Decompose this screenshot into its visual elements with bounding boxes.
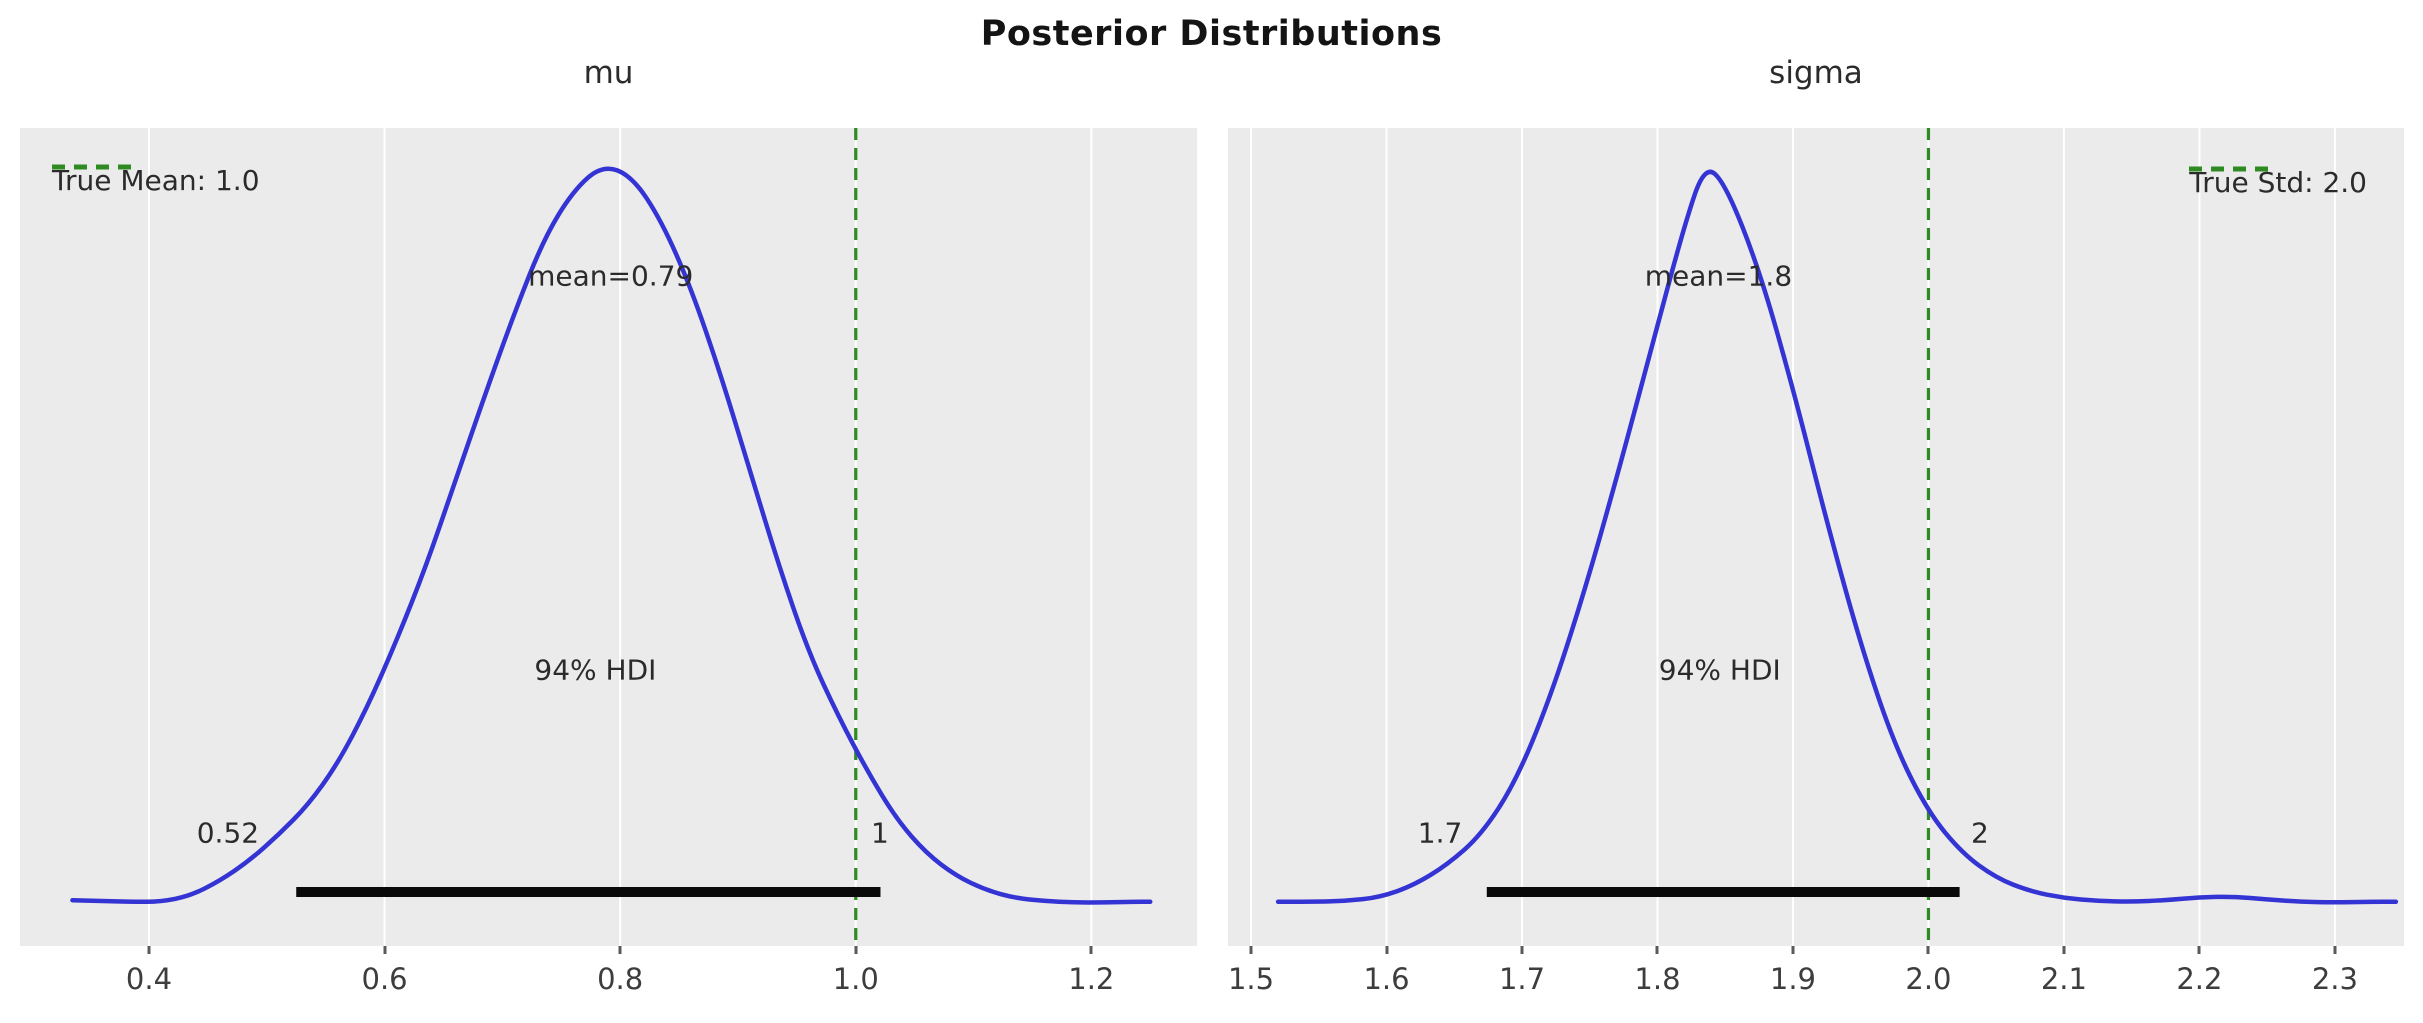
mean-annotation: mean=0.79: [528, 259, 694, 293]
panel-mu-title: mu: [583, 55, 634, 91]
x-tick-label: 0.8: [597, 962, 644, 996]
panel-sigma: sigma True Std: 2.0 mean=1.8 94% HDI 1.7…: [1228, 55, 2404, 1023]
x-tick-mark: [147, 946, 151, 954]
x-tick-mark: [618, 946, 622, 954]
x-tick-mark: [1926, 946, 1930, 954]
x-tick-label: 1.5: [1227, 962, 1275, 996]
mean-annotation: mean=1.8: [1644, 259, 1793, 293]
x-axis: 1.5 1.6 1.7 1.8 1.9 2.0 2.1 2.2 2.3: [1228, 946, 2404, 1023]
x-tick-label: 1.7: [1498, 962, 1546, 996]
x-tick-label: 2.1: [2040, 962, 2087, 996]
x-tick-mark: [1385, 946, 1389, 954]
hdi-high-annotation: 1: [870, 816, 889, 850]
x-tick-label: 2.0: [1905, 962, 1952, 996]
x-tick-label: 1.9: [1769, 962, 1817, 996]
panel-sigma-title: sigma: [1769, 55, 1863, 91]
x-tick-label: 0.4: [125, 962, 173, 996]
figure-title: Posterior Distributions: [980, 14, 1443, 54]
x-tick-mark: [1791, 946, 1795, 954]
dashed-line-icon: [52, 164, 134, 170]
x-tick-mark: [854, 946, 858, 954]
x-tick-mark: [1249, 946, 1253, 954]
hdi-low-annotation: 0.52: [196, 816, 260, 850]
x-tick-label: 2.3: [2311, 962, 2358, 996]
plot-svg: [1250, 128, 2399, 946]
x-tick-mark: [383, 946, 387, 954]
hdi-annotation: 94% HDI: [534, 653, 657, 687]
dashed-line-icon: [2189, 166, 2272, 172]
x-tick-label: 0.6: [361, 962, 408, 996]
hdi-low-annotation: 1.7: [1417, 816, 1463, 850]
x-axis: 0.4 0.6 0.8 1.0 1.2: [20, 946, 1197, 1023]
x-tick-mark: [2197, 946, 2201, 954]
kde-curve: [1275, 169, 2399, 905]
plot-svg: [70, 128, 1153, 946]
kde-curve: [70, 166, 1153, 905]
legend: True Mean: 1.0: [52, 164, 260, 197]
x-tick-mark: [1655, 946, 1659, 954]
hdi-high-annotation: 2: [1971, 816, 1989, 850]
x-tick-label: 2.2: [2176, 962, 2223, 996]
x-tick-mark: [2062, 946, 2066, 954]
x-tick-label: 1.0: [832, 962, 879, 996]
x-tick-label: 1.6: [1363, 962, 1410, 996]
panel-mu: mu True Mean: 1.0 mean=0.79 94% HDI 0.52…: [20, 55, 1197, 1023]
legend: True Std: 2.0: [2189, 166, 2367, 199]
x-tick-mark: [2333, 946, 2337, 954]
panel-mu-axes: True Mean: 1.0 mean=0.79 94% HDI 0.52 1: [20, 128, 1197, 946]
x-tick-label: 1.2: [1068, 962, 1115, 996]
x-tick-mark: [1089, 946, 1093, 954]
x-tick-mark: [1520, 946, 1524, 954]
panel-sigma-axes: True Std: 2.0 mean=1.8 94% HDI 1.7 2: [1228, 128, 2404, 946]
hdi-annotation: 94% HDI: [1658, 653, 1781, 687]
x-tick-label: 1.8: [1634, 962, 1681, 996]
